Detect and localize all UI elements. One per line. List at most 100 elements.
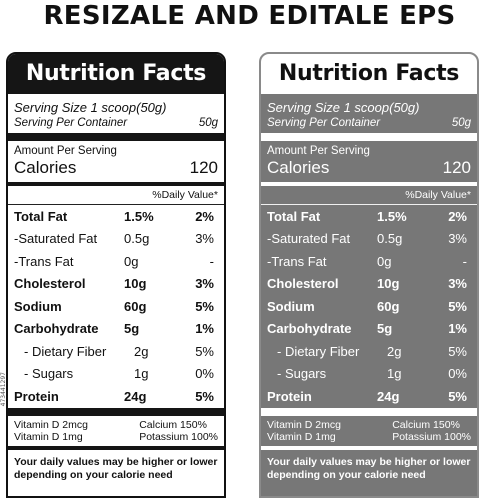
nutrient-name: Sodium	[14, 298, 62, 314]
nutrient-daily-value: 0%	[448, 366, 467, 382]
nutrient-name: Cholesterol	[14, 276, 86, 292]
nutrient-amount: 60g	[377, 298, 400, 314]
nutrient-daily-value: 3%	[448, 276, 467, 292]
nutrient-name: - Sugars	[24, 366, 74, 382]
vitamin-item: Vitamin D 1mg	[267, 430, 336, 443]
nutrient-name: - Sugars	[277, 366, 327, 382]
nutrient-name: -Trans Fat	[14, 253, 74, 269]
nutrient-daily-value: 5%	[448, 388, 467, 404]
stock-id-watermark: 473441297	[0, 372, 7, 407]
nutrient-row: -Trans Fat 0g -	[267, 250, 471, 273]
thick-divider	[8, 133, 224, 141]
serving-per-container-value: 50g	[198, 117, 218, 129]
calories-row: Calories 120	[261, 158, 477, 182]
medium-divider	[8, 445, 224, 450]
nutrient-row: Carbohydrate 5g 1%	[14, 318, 218, 341]
nutrient-amount: 1g	[387, 366, 402, 382]
nutrient-amount: 0.5g	[377, 231, 403, 247]
nutrient-name: -Saturated Fat	[14, 231, 98, 247]
nutrient-amount: 10g	[377, 276, 400, 292]
mineral-item: Potassium 100%	[392, 430, 471, 443]
nutrient-name: Carbohydrate	[14, 321, 99, 337]
nutrient-daily-value: 5%	[448, 343, 467, 359]
vitamin-item: Vitamin D 1mg	[14, 430, 83, 443]
vitamins-column: Vitamin D 2mcg Vitamin D 1mg	[267, 419, 341, 443]
calories-row: Calories 120	[8, 158, 224, 182]
nutrient-name: Sodium	[267, 298, 315, 314]
nutrient-name: Protein	[267, 388, 312, 404]
nutrient-daily-value: -	[462, 253, 467, 269]
amount-per-serving: Amount Per Serving	[267, 145, 370, 157]
thick-divider	[261, 407, 477, 416]
nutrient-daily-value: -	[209, 253, 214, 269]
nutrient-row: -Saturated Fat 0.5g 3%	[14, 228, 218, 251]
nutrient-daily-value: 3%	[448, 231, 467, 247]
nutrient-name: -Saturated Fat	[267, 231, 351, 247]
nutrient-row: -Saturated Fat 0.5g 3%	[267, 228, 471, 251]
medium-divider	[8, 182, 224, 186]
nutrient-row: Protein 24g 5%	[267, 385, 471, 408]
serving-per-container-label: Serving Per Container	[267, 117, 381, 129]
nutrition-facts-title: Nutrition Facts	[8, 54, 224, 94]
serving-per-container-label: Serving Per Container	[14, 117, 128, 129]
nutrient-daily-value: 1%	[195, 321, 214, 337]
vitamin-item: Vitamin D 2mcg	[14, 418, 88, 431]
calories-value: 120	[189, 158, 218, 177]
serving-per-container: Serving Per Container 50g	[267, 116, 471, 131]
mineral-item: Calcium 150%	[392, 418, 460, 431]
nutrient-row: Cholesterol 10g 3%	[267, 273, 471, 296]
medium-divider	[261, 445, 477, 450]
nutrient-daily-value: 0%	[195, 366, 214, 382]
nutrient-amount: 60g	[124, 298, 147, 314]
thin-divider	[8, 204, 224, 205]
nutrient-daily-value: 2%	[195, 208, 214, 224]
serving-size: Serving Size 1 scoop(50g)	[267, 100, 420, 115]
nutrient-amount: 1g	[134, 366, 149, 382]
page-headline: RESIZALE AND EDITALE EPS	[43, 1, 456, 31]
nutrient-amount: 2g	[134, 343, 149, 359]
calories-label: Calories	[14, 158, 77, 177]
daily-value-header: %Daily Value*	[152, 189, 218, 201]
nutrient-row: Total Fat 1.5% 2%	[14, 205, 218, 228]
nutrient-daily-value: 3%	[195, 276, 214, 292]
amount-per-serving: Amount Per Serving	[14, 145, 117, 157]
nutrient-amount: 5g	[124, 321, 140, 337]
nutrient-amount: 0g	[377, 253, 392, 269]
nutrient-amount: 1.5%	[377, 208, 407, 224]
nutrient-name: - Dietary Fiber	[277, 343, 360, 359]
nutrient-daily-value: 5%	[448, 298, 467, 314]
daily-value-header: %Daily Value*	[405, 189, 471, 201]
nutrient-row: - Sugars 1g 0%	[267, 363, 471, 386]
nutrient-name: Cholesterol	[267, 276, 339, 292]
thick-divider	[8, 407, 224, 416]
vitamin-item: Vitamin D 2mcg	[267, 418, 341, 431]
nutrient-amount: 1.5%	[124, 208, 154, 224]
thick-divider	[261, 133, 477, 141]
nutrient-amount: 2g	[387, 343, 402, 359]
nutrient-daily-value: 3%	[195, 231, 214, 247]
serving-per-container-value: 50g	[451, 117, 471, 129]
mineral-item: Calcium 150%	[139, 418, 207, 431]
nutrient-daily-value: 5%	[195, 343, 214, 359]
calories-value: 120	[442, 158, 471, 177]
nutrient-row: - Dietary Fiber 2g 5%	[14, 340, 218, 363]
daily-values-footnote: Your daily values may be higher or lower…	[267, 455, 471, 481]
nutrient-name: - Dietary Fiber	[24, 343, 107, 359]
minerals-column: Calcium 150% Potassium 100%	[139, 419, 218, 443]
nutrient-name: Carbohydrate	[267, 321, 352, 337]
nutrient-daily-value: 5%	[195, 298, 214, 314]
nutrient-row: - Sugars 1g 0%	[14, 363, 218, 386]
nutrient-name: Total Fat	[267, 208, 321, 224]
nutrient-name: Total Fat	[14, 208, 68, 224]
nutrient-amount: 0.5g	[124, 231, 150, 247]
nutrient-name: -Trans Fat	[267, 253, 327, 269]
calories-label: Calories	[267, 158, 330, 177]
medium-divider	[261, 182, 477, 186]
daily-values-footnote: Your daily values may be higher or lower…	[14, 455, 218, 481]
nutrient-daily-value: 2%	[448, 208, 467, 224]
nutrient-row: Total Fat 1.5% 2%	[267, 205, 471, 228]
nutrient-row: - Dietary Fiber 2g 5%	[267, 340, 471, 363]
nutrient-daily-value: 5%	[195, 388, 214, 404]
nutrient-table: Total Fat 1.5% 2% -Saturated Fat 0.5g 3% -Tran…	[261, 205, 477, 408]
serving-size: Serving Size 1 scoop(50g)	[14, 100, 167, 115]
